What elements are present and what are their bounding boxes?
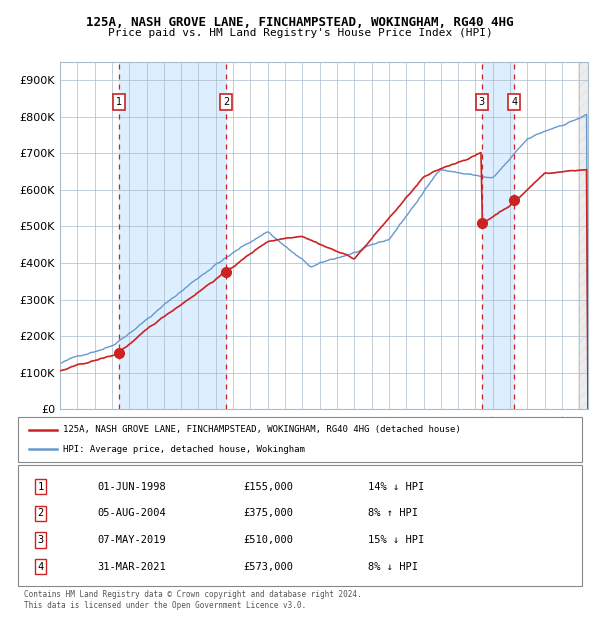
- Text: 2: 2: [37, 508, 44, 518]
- Bar: [119, 62, 226, 409]
- Text: 4: 4: [511, 97, 517, 107]
- Text: 07-MAY-2019: 07-MAY-2019: [97, 535, 166, 545]
- Text: 4: 4: [37, 562, 44, 572]
- Bar: [578, 62, 588, 409]
- Text: 05-AUG-2004: 05-AUG-2004: [97, 508, 166, 518]
- Text: 8% ↓ HPI: 8% ↓ HPI: [368, 562, 418, 572]
- Text: 8% ↑ HPI: 8% ↑ HPI: [368, 508, 418, 518]
- Text: 125A, NASH GROVE LANE, FINCHAMPSTEAD, WOKINGHAM, RG40 4HG (detached house): 125A, NASH GROVE LANE, FINCHAMPSTEAD, WO…: [63, 425, 461, 434]
- Text: This data is licensed under the Open Government Licence v3.0.: This data is licensed under the Open Gov…: [24, 601, 306, 611]
- Text: 125A, NASH GROVE LANE, FINCHAMPSTEAD, WOKINGHAM, RG40 4HG: 125A, NASH GROVE LANE, FINCHAMPSTEAD, WO…: [86, 16, 514, 29]
- Text: 3: 3: [478, 97, 485, 107]
- Text: Price paid vs. HM Land Registry's House Price Index (HPI): Price paid vs. HM Land Registry's House …: [107, 28, 493, 38]
- FancyBboxPatch shape: [18, 417, 582, 462]
- Text: £573,000: £573,000: [244, 562, 293, 572]
- Text: 15% ↓ HPI: 15% ↓ HPI: [368, 535, 424, 545]
- Text: £510,000: £510,000: [244, 535, 293, 545]
- Text: HPI: Average price, detached house, Wokingham: HPI: Average price, detached house, Woki…: [63, 445, 305, 454]
- Text: 1: 1: [37, 482, 44, 492]
- Text: 1: 1: [116, 97, 122, 107]
- Text: Contains HM Land Registry data © Crown copyright and database right 2024.: Contains HM Land Registry data © Crown c…: [24, 590, 362, 600]
- Text: 31-MAR-2021: 31-MAR-2021: [97, 562, 166, 572]
- Bar: [482, 62, 514, 409]
- Text: £155,000: £155,000: [244, 482, 293, 492]
- Text: 01-JUN-1998: 01-JUN-1998: [97, 482, 166, 492]
- Text: 14% ↓ HPI: 14% ↓ HPI: [368, 482, 424, 492]
- Text: 3: 3: [37, 535, 44, 545]
- Text: £375,000: £375,000: [244, 508, 293, 518]
- FancyBboxPatch shape: [18, 465, 582, 586]
- Text: 2: 2: [223, 97, 229, 107]
